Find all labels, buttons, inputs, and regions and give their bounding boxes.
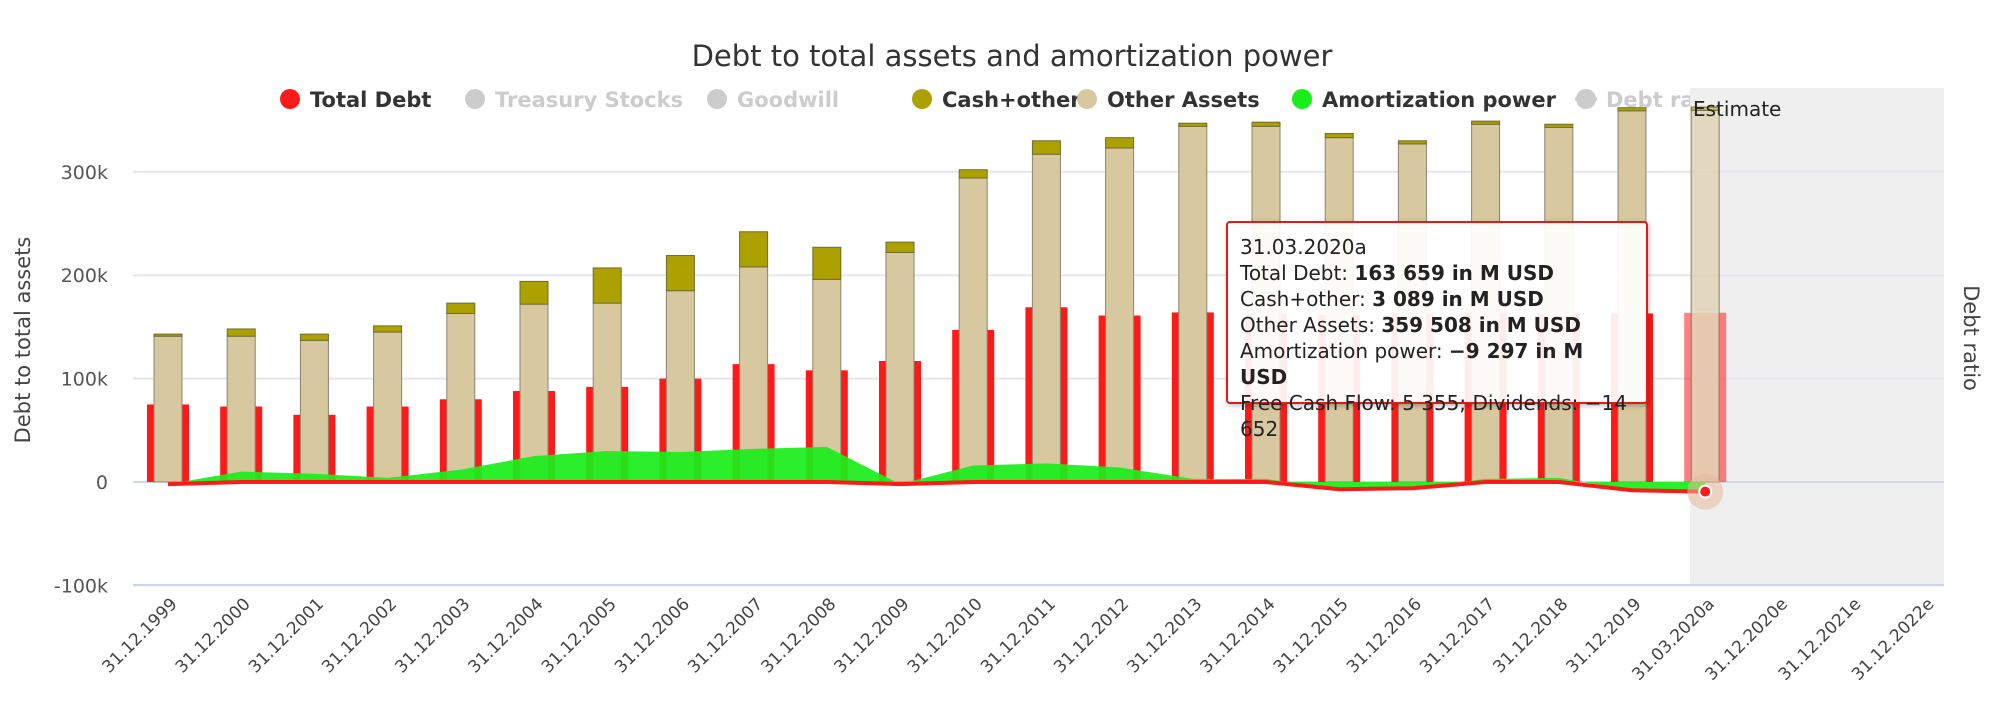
y-tick-label: 100k (61, 369, 108, 391)
x-tick-label: 31.12.2001 (245, 594, 328, 677)
bar-cash-other (519, 280, 549, 305)
bar-other-assets (958, 177, 988, 483)
y2-axis-title: Debt ratio (1959, 285, 1983, 391)
y-tick-label: 0 (96, 472, 108, 494)
bar-cash-other (1397, 140, 1427, 145)
x-tick-label: 31.12.2011 (977, 594, 1060, 677)
x-tick-label: 31.12.2013 (1123, 594, 1206, 677)
tooltip-date: 31.03.2020a (1240, 235, 1367, 259)
bar-other-assets (446, 312, 476, 483)
legend: Total Debt Treasury Stocks Goodwill Cash+ot… (280, 88, 1726, 112)
legend-label-other-assets: Other Assets (1107, 88, 1260, 112)
hover-marker (1698, 484, 1713, 499)
debt-ratio-line (167, 473, 1724, 510)
bar-cash-other (812, 246, 842, 280)
bar-cash-other (1031, 140, 1061, 155)
x-tick-label: 31.12.2007 (684, 594, 767, 677)
tooltip-fcf-dividends: Free Cash Flow: 5 355; Dividends: −14 65… (1240, 391, 1627, 441)
bar-cash-other (1471, 120, 1501, 125)
legend-marker-goodwill (707, 89, 727, 109)
legend-marker-other-assets (1077, 89, 1097, 109)
estimate-region (1690, 88, 1944, 585)
legend-marker-amortization-power (1292, 89, 1312, 109)
tooltip-other-assets: Other Assets: 359 508 in M USD (1240, 313, 1581, 337)
bar-cash-other (1105, 137, 1135, 149)
y-axis: 300k 200k 100k 0 -100k (54, 162, 108, 598)
legend-label-amortization-power: Amortization power (1322, 88, 1557, 112)
tooltip-cash-other: Cash+other: 3 089 in M USD (1240, 287, 1544, 311)
tooltip-amortization: Amortization power: −9 297 in M USD (1240, 339, 1584, 389)
legend-marker-treasury-stocks (465, 89, 485, 109)
y-axis-title: Debt to total assets (11, 237, 35, 444)
x-tick-label: 31.12.2014 (1197, 594, 1280, 677)
line-negative-amortization (167, 480, 1706, 494)
bar-cash-other (1617, 107, 1647, 112)
bar-other-assets (1178, 125, 1208, 483)
legend-marker-debt-ratio (1576, 89, 1596, 109)
legend-label-goodwill: Goodwill (737, 88, 839, 112)
x-tick-label: 31.12.2000 (172, 594, 255, 677)
y-tick-label: -100k (54, 575, 108, 597)
bar-cash-other (373, 325, 403, 333)
x-tick-label: 31.12.2004 (465, 594, 548, 677)
legend-label-total-debt: Total Debt (310, 88, 431, 112)
x-axis: 31.12.199931.12.200031.12.200131.12.2002… (99, 594, 1939, 684)
bar-cash-other (1544, 123, 1574, 128)
x-tick-label: 31.12.2017 (1416, 594, 1499, 677)
estimate-label: Estimate (1693, 97, 1781, 121)
bar-other-assets (153, 335, 183, 483)
bar-other-assets (1105, 147, 1135, 483)
y-tick-label: 300k (61, 162, 108, 184)
bar-other-assets (885, 251, 915, 483)
x-tick-label: 31.12.2012 (1050, 594, 1133, 677)
bar-other-assets (1031, 153, 1061, 483)
x-tick-label: 31.12.2005 (538, 594, 621, 677)
bar-cash-other (1690, 106, 1720, 111)
bar-other-assets (519, 303, 549, 483)
legend-marker-cash-other (912, 89, 932, 109)
bar-cash-other (1324, 133, 1354, 139)
bar-cash-other (592, 267, 622, 304)
bar-other-assets (373, 331, 403, 483)
bar-other-assets (1690, 109, 1720, 483)
x-tick-label: 31.12.2015 (1270, 594, 1353, 677)
bar-cash-other (885, 241, 915, 253)
legend-label-cash-other: Cash+other (942, 88, 1081, 112)
bar-cash-other (153, 333, 183, 337)
legend-label-treasury-stocks: Treasury Stocks (495, 88, 683, 112)
bar-cash-other (739, 231, 769, 268)
bar-cash-other (299, 333, 329, 341)
legend-marker-total-debt (280, 89, 300, 109)
x-tick-label: 31.12.2016 (1343, 594, 1426, 677)
chart-title: Debt to total assets and amortization po… (692, 39, 1333, 73)
tooltip: 31.03.2020a Total Debt: 163 659 in M USD… (1226, 221, 1648, 441)
x-tick-label: 31.12.2008 (757, 594, 840, 677)
x-tick-label: 31.12.2003 (391, 594, 474, 677)
y-tick-label: 200k (61, 265, 108, 287)
bar-cash-other (226, 328, 256, 337)
bar-other-assets (226, 335, 256, 483)
x-tick-label: 31.12.2018 (1489, 594, 1572, 677)
x-tick-label: 31.12.2002 (318, 594, 401, 677)
x-tick-label: 31.12.2006 (611, 594, 694, 677)
bar-cash-other (1178, 122, 1208, 127)
bar-cash-other (1251, 121, 1281, 127)
tooltip-total-debt: Total Debt: 163 659 in M USD (1240, 261, 1554, 285)
bar-cash-other (446, 302, 476, 314)
x-tick-label: 31.12.2010 (904, 594, 987, 677)
bar-other-assets (299, 339, 329, 483)
bar-cash-other (665, 255, 695, 292)
x-tick-label: 31.12.2009 (831, 594, 914, 677)
x-tick-label: 31.12.1999 (99, 594, 182, 677)
bar-cash-other (958, 169, 988, 179)
